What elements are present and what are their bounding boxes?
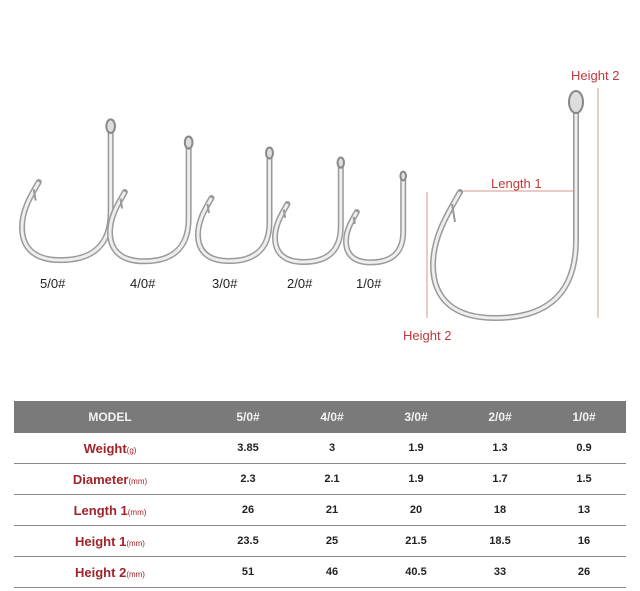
table-row: Diameter(mm) 2.3 2.1 1.9 1.7 1.5 bbox=[14, 463, 626, 495]
hook-5-0 bbox=[20, 117, 117, 262]
row-header: Height 1(mm) bbox=[14, 525, 206, 557]
row-header: Diameter(mm) bbox=[14, 463, 206, 495]
hook-large bbox=[433, 91, 583, 318]
row-header: Height 2(mm) bbox=[14, 556, 206, 588]
table-cell: 33 bbox=[458, 556, 542, 588]
row-header: Length 1(mm) bbox=[14, 494, 206, 526]
column-header: 2/0# bbox=[458, 401, 542, 433]
hook-label: 2/0# bbox=[287, 276, 313, 291]
table-cell: 3 bbox=[290, 433, 374, 464]
table-row: Length 1(mm) 26 21 20 18 13 bbox=[14, 494, 626, 526]
table-cell: 2.1 bbox=[290, 463, 374, 495]
hook-label: 4/0# bbox=[130, 276, 156, 291]
hooks-diagram bbox=[20, 88, 599, 380]
table-cell: 21.5 bbox=[374, 525, 458, 557]
table-cell: 13 bbox=[542, 494, 626, 526]
column-header: MODEL bbox=[14, 401, 206, 433]
hook-label: 1/0# bbox=[356, 276, 382, 291]
table-cell: 40.5 bbox=[374, 556, 458, 588]
column-header: 4/0# bbox=[290, 401, 374, 433]
table-row: Height 1(mm) 23.5 25 21.5 18.5 16 bbox=[14, 525, 626, 557]
row-header: Weight(g) bbox=[14, 433, 206, 464]
row-name: Height 1 bbox=[75, 533, 127, 549]
table-cell: 21 bbox=[290, 494, 374, 526]
row-name: Length 1 bbox=[73, 502, 128, 518]
table-cell: 16 bbox=[542, 525, 626, 557]
row-unit: (mm) bbox=[128, 476, 148, 486]
height-2-label: Height 2 bbox=[571, 68, 620, 83]
height-2-left-label: Height 2 bbox=[403, 328, 452, 343]
column-header: 3/0# bbox=[374, 401, 458, 433]
table-row: Weight(g) 3.85 3 1.9 1.3 0.9 bbox=[14, 433, 626, 464]
row-name: Diameter bbox=[72, 471, 129, 487]
table-cell: 25 bbox=[290, 525, 374, 557]
row-unit: (mm) bbox=[126, 569, 145, 579]
hook-label: 3/0# bbox=[212, 276, 238, 291]
row-name: Height 2 bbox=[75, 564, 127, 580]
column-header: 1/0# bbox=[542, 401, 626, 433]
table-cell: 1.9 bbox=[374, 463, 458, 495]
row-unit: (g) bbox=[126, 445, 137, 455]
column-header: 5/0# bbox=[206, 401, 290, 433]
hook-4-0 bbox=[108, 134, 195, 263]
table-cell: 18.5 bbox=[458, 525, 542, 557]
table-cell: 3.85 bbox=[206, 433, 290, 464]
hook-2-0 bbox=[273, 156, 346, 264]
table-cell: 2.3 bbox=[206, 463, 290, 495]
table-cell: 1.3 bbox=[458, 433, 542, 464]
hook-1-0 bbox=[344, 170, 408, 264]
table-cell: 46 bbox=[290, 556, 374, 588]
table-cell: 18 bbox=[458, 494, 542, 526]
row-unit: (mm) bbox=[126, 538, 145, 548]
length-1-label: Length 1 bbox=[491, 176, 542, 191]
table-cell: 51 bbox=[206, 556, 290, 588]
table-cell: 26 bbox=[206, 494, 290, 526]
table-cell: 0.9 bbox=[542, 433, 626, 464]
table-cell: 1.9 bbox=[374, 433, 458, 464]
hook-label: 5/0# bbox=[40, 276, 66, 291]
table-cell: 1.5 bbox=[542, 463, 626, 495]
table-row: Height 2(mm) 51 46 40.5 33 26 bbox=[14, 556, 626, 588]
row-unit: (mm) bbox=[127, 507, 147, 517]
spec-table: MODEL 5/0# 4/0# 3/0# 2/0# 1/0# Weight(g) 3.85 3… bbox=[14, 401, 626, 588]
table-cell: 1.7 bbox=[458, 463, 542, 495]
hook-3-0 bbox=[196, 146, 275, 263]
table-cell: 26 bbox=[542, 556, 626, 588]
row-name: Weight bbox=[83, 440, 127, 456]
table-cell: 20 bbox=[374, 494, 458, 526]
table-cell: 23.5 bbox=[206, 525, 290, 557]
